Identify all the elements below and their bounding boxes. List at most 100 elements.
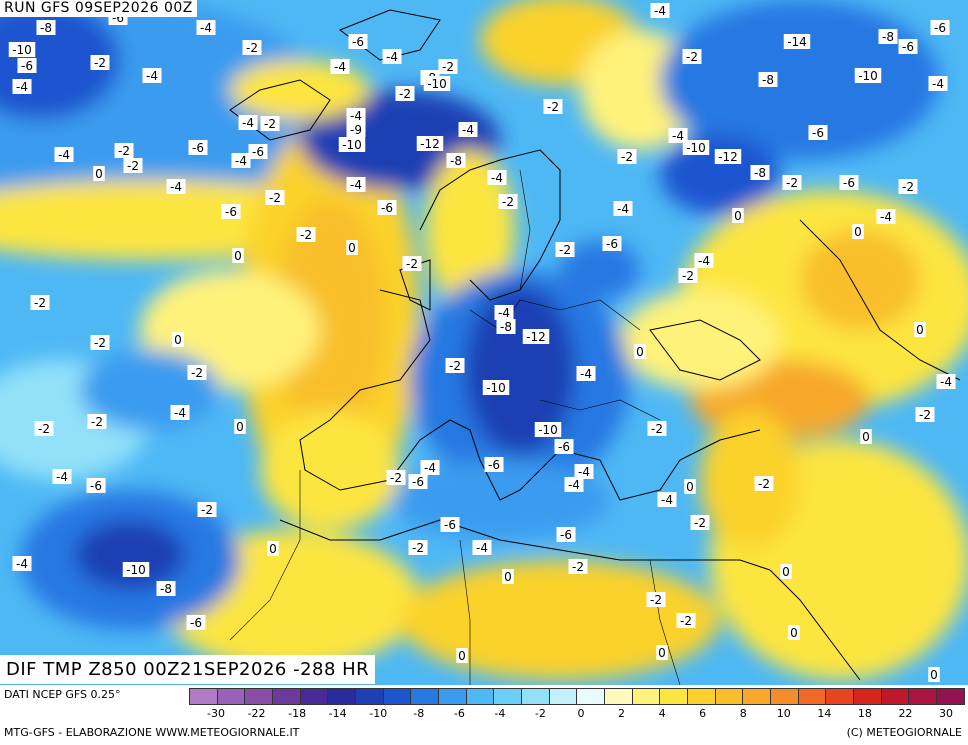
data-source-note: DATI NCEP GFS 0.25°	[4, 688, 121, 701]
isoline-label: -8	[446, 153, 466, 168]
isoline-label: -4	[196, 20, 216, 35]
color-scale-cell	[190, 689, 218, 704]
color-scale-tick-label: -8	[413, 707, 425, 720]
svg-text:-2: -2	[127, 159, 139, 173]
svg-text:0: 0	[916, 323, 924, 337]
isoline-label: -8	[878, 29, 898, 44]
svg-text:-4: -4	[146, 69, 158, 83]
svg-text:-6: -6	[352, 35, 364, 49]
svg-text:-4: -4	[174, 406, 186, 420]
color-scale-cell	[577, 689, 606, 704]
svg-text:-2: -2	[399, 87, 411, 101]
isoline-label: -12	[522, 329, 550, 344]
svg-text:-4: -4	[350, 178, 362, 192]
isoline-label: -4	[170, 405, 190, 420]
isoline-label: -12	[714, 149, 742, 164]
svg-text:-6: -6	[558, 440, 570, 454]
svg-text:-2: -2	[412, 541, 424, 555]
svg-text:-9: -9	[350, 123, 362, 137]
isoline-label: -2	[555, 242, 575, 257]
color-scale-tick-label: 14	[817, 707, 832, 720]
svg-text:-6: -6	[934, 21, 946, 35]
isoline-label: -6	[808, 125, 828, 140]
svg-text:-12: -12	[718, 150, 738, 164]
svg-text:-4: -4	[200, 21, 212, 35]
svg-text:-6: -6	[560, 528, 572, 542]
isoline-label: -6	[248, 144, 268, 159]
svg-text:-2: -2	[902, 180, 914, 194]
svg-text:-4: -4	[56, 470, 68, 484]
isoline-label: -10	[423, 76, 451, 91]
svg-text:-4: -4	[491, 171, 503, 185]
color-scale-tick-label: -18	[288, 707, 307, 720]
isoline-label: -6	[17, 58, 37, 73]
color-scale-tick-label: 18	[857, 707, 872, 720]
isoline-label: 0	[172, 332, 184, 347]
color-scale-cell	[273, 689, 301, 704]
isoline-label: -4	[694, 253, 714, 268]
color-scale-bar	[189, 688, 965, 705]
color-scale-tick-label: -14	[328, 707, 347, 720]
isoline-label: -4	[613, 201, 633, 216]
isoline-label: -2	[90, 335, 110, 350]
svg-text:-2: -2	[651, 422, 663, 436]
svg-text:-4: -4	[58, 148, 70, 162]
isoline-label: -4	[382, 49, 402, 64]
isoline-label: -6	[186, 615, 206, 630]
isoline-label: -2	[617, 149, 637, 164]
svg-text:-6: -6	[812, 126, 824, 140]
svg-text:-6: -6	[843, 176, 855, 190]
color-scale-cell	[660, 689, 689, 704]
isoline-label: -12	[416, 136, 444, 151]
svg-text:-2: -2	[758, 477, 770, 491]
color-scale-cell	[937, 689, 964, 704]
svg-text:0: 0	[930, 668, 938, 682]
isoline-label: -6	[408, 474, 428, 489]
svg-text:0: 0	[234, 249, 242, 263]
isoline-label: 0	[788, 625, 800, 640]
anomaly-shading	[0, 0, 968, 680]
svg-text:-10: -10	[12, 43, 32, 57]
svg-text:-2: -2	[572, 560, 584, 574]
isoline-label: -6	[839, 175, 859, 190]
isoline-label: -4	[928, 76, 948, 91]
isoline-label: -2	[754, 476, 774, 491]
isoline-label: -6	[556, 527, 576, 542]
footer-copyright: (C) METEOGIORNALE	[846, 726, 962, 739]
svg-text:-10: -10	[538, 423, 558, 437]
isoline-label: -6	[221, 204, 241, 219]
svg-text:-2: -2	[680, 614, 692, 628]
svg-text:-6: -6	[192, 141, 204, 155]
isoline-label: -4	[330, 59, 350, 74]
svg-text:-4: -4	[698, 254, 710, 268]
svg-text:-2: -2	[621, 150, 633, 164]
svg-text:-2: -2	[269, 191, 281, 205]
color-scale-tick-label: -10	[369, 707, 388, 720]
svg-text:-4: -4	[462, 123, 474, 137]
svg-text:-2: -2	[300, 228, 312, 242]
color-scale-cell	[688, 689, 716, 704]
isoline-label: -2	[678, 268, 698, 283]
svg-text:-6: -6	[225, 205, 237, 219]
isoline-label: -2	[568, 559, 588, 574]
isoline-label: 0	[346, 240, 358, 255]
svg-text:-10: -10	[686, 141, 706, 155]
isoline-label: -4	[238, 115, 258, 130]
svg-text:-2: -2	[246, 41, 258, 55]
isoline-label: -2	[676, 613, 696, 628]
color-scale-cell	[411, 689, 440, 704]
color-scale-tick-label: 4	[658, 707, 666, 720]
svg-text:-8: -8	[762, 73, 774, 87]
isoline-label: -4	[52, 469, 72, 484]
svg-text:-2: -2	[91, 415, 103, 429]
svg-text:-10: -10	[427, 77, 447, 91]
map-title: DIF TMP Z850 00Z21SEP2026 -288 HR	[0, 655, 376, 684]
isoline-label: 0	[634, 344, 646, 359]
svg-text:-8: -8	[500, 320, 512, 334]
svg-text:-4: -4	[476, 541, 488, 555]
isoline-label: -4	[12, 79, 32, 94]
isoline-label: -2	[265, 190, 285, 205]
color-scale-tick-label: 22	[898, 707, 913, 720]
svg-text:-4: -4	[672, 129, 684, 143]
svg-text:-4: -4	[940, 375, 952, 389]
